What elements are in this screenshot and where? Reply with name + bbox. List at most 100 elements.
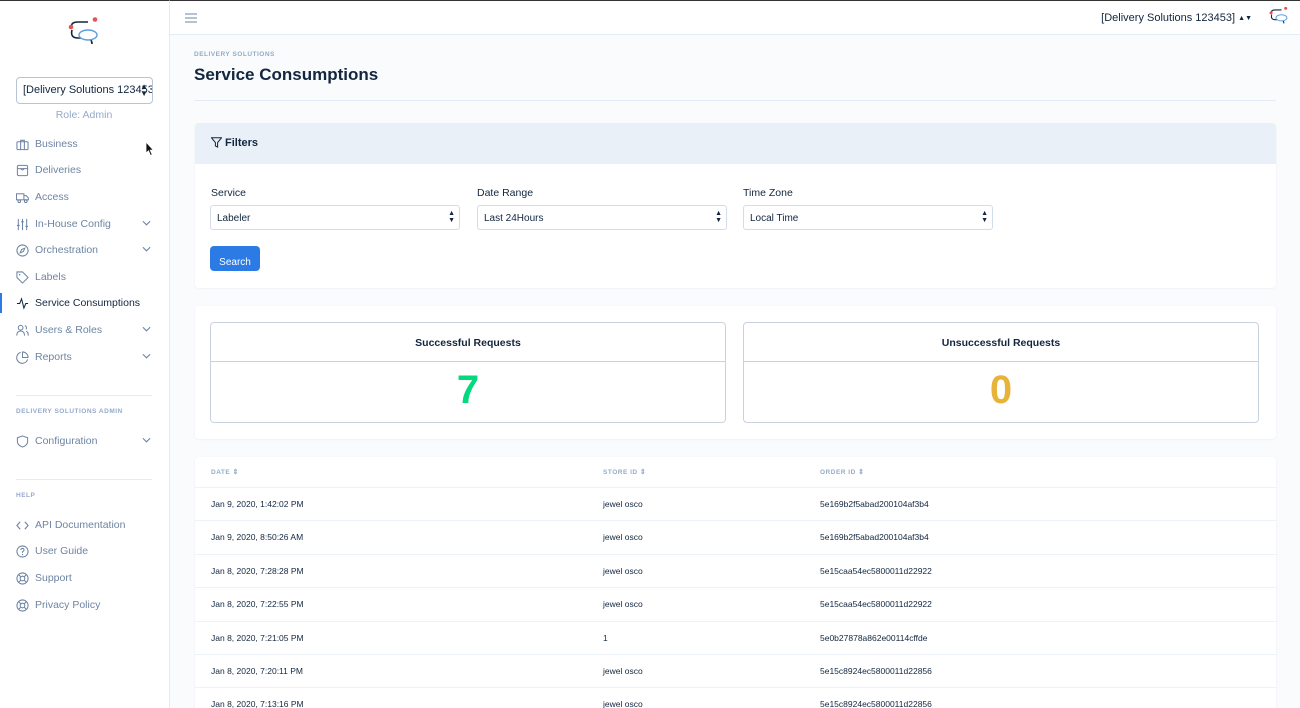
sidebar-item-label: Reports bbox=[35, 351, 72, 363]
select-arrows-icon: ▲▼ bbox=[981, 210, 988, 224]
sidebar-item-label: Business bbox=[35, 138, 78, 150]
panel-divider bbox=[744, 361, 1258, 362]
store-id-cell: jewel osco bbox=[603, 699, 643, 708]
chevron-down-icon bbox=[142, 220, 151, 226]
topbar: [Delivery Solutions 123453] ▲▼ bbox=[170, 0, 1300, 35]
order-id-cell: 5e15caa54ec5800011d22922 bbox=[820, 565, 932, 576]
date-range-label: Date Range bbox=[477, 187, 534, 199]
help-heading: HELP bbox=[16, 492, 36, 499]
filters-header: Filters bbox=[195, 123, 1276, 164]
sidebar-item-label: Labels bbox=[35, 271, 66, 283]
table-row[interactable]: Jan 8, 2020, 7:20:11 PM jewel osco 5e15c89… bbox=[195, 654, 1276, 687]
sidebar-item-users-roles[interactable]: Users & Roles bbox=[0, 319, 168, 341]
sort-icon: ⇕ bbox=[639, 469, 647, 476]
mouse-cursor-icon bbox=[145, 141, 155, 157]
sort-icon: ⇕ bbox=[232, 469, 239, 476]
sidebar-item-label: User Guide bbox=[35, 545, 89, 557]
org-select-value: [Delivery Solutions 123453] bbox=[23, 84, 153, 96]
sidebar-item-user-guide[interactable]: User Guide bbox=[0, 540, 168, 562]
select-arrows-icon: ▲▼ bbox=[448, 210, 455, 224]
tag-icon bbox=[16, 271, 29, 284]
logo-icon[interactable] bbox=[66, 16, 102, 48]
sidebar-item-deliveries[interactable]: Deliveries bbox=[0, 159, 168, 181]
successful-requests-panel: Successful Requests 7 bbox=[210, 322, 726, 423]
sidebar-item-business[interactable]: Business bbox=[0, 133, 168, 155]
select-arrows-icon: ▲▼ bbox=[1238, 15, 1252, 22]
chevron-down-icon bbox=[142, 326, 151, 332]
sidebar-item-label: Deliveries bbox=[35, 164, 82, 176]
order-id-cell: 5e169b2f5abad200104af3b4 bbox=[820, 499, 929, 509]
consumptions-table: DATE ⇕ STORE ID ⇕ ORDER ID ⇕ Jan 9, 2020… bbox=[195, 457, 1276, 708]
sidebar-item-reports[interactable]: Reports bbox=[0, 346, 168, 368]
sidebar-item-label: API Documentation bbox=[35, 519, 126, 531]
menu-icon[interactable] bbox=[185, 13, 197, 23]
table-row[interactable]: Jan 9, 2020, 1:42:02 PM jewel osco 5e169b2… bbox=[195, 487, 1276, 520]
unsuccessful-requests-title: Unsuccessful Requests bbox=[941, 337, 1061, 349]
date-cell: Jan 9, 2020, 1:42:02 PM bbox=[211, 499, 304, 509]
store-id-cell: jewel osco bbox=[603, 565, 643, 576]
table-row[interactable]: Jan 8, 2020, 7:28:28 PM jewel osco 5e15caa… bbox=[195, 553, 1276, 587]
panel-divider bbox=[211, 361, 725, 362]
chevron-down-icon bbox=[142, 246, 151, 252]
column-header-store-id[interactable]: STORE ID ⇕ bbox=[603, 469, 647, 476]
sidebar-item-label: In-House Config bbox=[35, 218, 111, 230]
date-range-select[interactable]: Last 24Hours ▲ ▼ bbox=[477, 205, 727, 230]
successful-requests-title: Successful Requests bbox=[415, 337, 521, 349]
order-id-cell: 5e15c8924ec5800011d22856 bbox=[820, 666, 932, 676]
sidebar-item-label: Access bbox=[35, 191, 69, 203]
service-select[interactable]: Labeler ▲ ▼ bbox=[210, 205, 460, 230]
date-cell: Jan 8, 2020, 7:28:28 PM bbox=[211, 565, 304, 576]
help-circle-icon bbox=[16, 545, 29, 558]
sidebar-item-support[interactable]: Support bbox=[0, 567, 168, 589]
column-header-order-id[interactable]: ORDER ID ⇕ bbox=[820, 469, 865, 476]
store-id-cell: jewel osco bbox=[603, 599, 643, 610]
sidebar-item-access[interactable]: Access bbox=[0, 186, 168, 208]
date-cell: Jan 9, 2020, 8:50:26 AM bbox=[211, 532, 304, 543]
package-icon bbox=[16, 164, 29, 177]
table-row[interactable]: Jan 8, 2020, 7:21:05 PM 1 5e0b27878a862e00… bbox=[195, 620, 1276, 654]
avatar-logo-icon[interactable] bbox=[1268, 6, 1290, 26]
unsuccessful-requests-value: 0 bbox=[989, 368, 1013, 412]
date-cell: Jan 8, 2020, 7:21:05 PM bbox=[211, 632, 304, 643]
truck-icon bbox=[16, 193, 29, 204]
sidebar-item-configuration[interactable]: Configuration bbox=[0, 430, 168, 452]
date-cell: Jan 8, 2020, 7:22:55 PM bbox=[211, 599, 304, 610]
sidebar-item-label: Configuration bbox=[35, 435, 98, 447]
org-switcher[interactable]: [Delivery Solutions 123453] ▲▼ bbox=[1101, 12, 1252, 24]
column-header-date[interactable]: DATE ⇕ bbox=[211, 469, 239, 476]
sidebar-item-orchestration[interactable]: Orchestration bbox=[0, 239, 168, 261]
sidebar-item-label: Users & Roles bbox=[35, 324, 103, 336]
table-row[interactable]: Jan 8, 2020, 7:13:16 PM jewel osco 5e15c89… bbox=[195, 687, 1276, 708]
date-cell: Jan 8, 2020, 7:13:16 PM bbox=[211, 699, 304, 708]
org-switcher-value: [Delivery Solutions 123453] bbox=[1101, 12, 1236, 24]
page-title: Service Consumptions bbox=[194, 65, 379, 84]
sidebar-item-service-consumptions[interactable]: Service Consumptions bbox=[0, 292, 168, 314]
sidebar-item-label: Support bbox=[35, 572, 72, 584]
admin-heading: DELIVERY SOLUTIONS ADMIN bbox=[16, 408, 123, 415]
store-id-cell: jewel osco bbox=[603, 666, 643, 676]
sidebar-item-api-documentation[interactable]: API Documentation bbox=[0, 514, 168, 536]
table-row[interactable]: Jan 9, 2020, 8:50:26 AM jewel osco 5e169b2… bbox=[195, 520, 1276, 553]
code-icon bbox=[16, 521, 29, 530]
search-button[interactable]: Search bbox=[210, 246, 260, 271]
order-id-cell: 5e0b27878a862e00114cffde bbox=[820, 632, 928, 643]
activity-icon bbox=[16, 297, 29, 310]
compass-icon bbox=[16, 244, 29, 257]
order-id-cell: 5e15c8924ec5800011d22856 bbox=[820, 699, 932, 708]
sort-icon: ⇕ bbox=[858, 469, 865, 476]
page-pretitle: DELIVERY SOLUTIONS bbox=[194, 51, 275, 58]
sidebar-item-label: Privacy Policy bbox=[35, 599, 101, 611]
time-zone-select[interactable]: Local Time ▲ ▼ bbox=[743, 205, 993, 230]
sidebar-item-in-house-config[interactable]: In-House Config bbox=[0, 213, 168, 235]
org-select[interactable]: [Delivery Solutions 123453] ▲ ▼ bbox=[16, 77, 153, 104]
life-buoy-icon bbox=[16, 599, 29, 612]
table-row[interactable]: Jan 8, 2020, 7:22:55 PM jewel osco 5e15caa… bbox=[195, 587, 1276, 620]
sidebar-item-labels[interactable]: Labels bbox=[0, 266, 168, 288]
store-id-cell: jewel osco bbox=[603, 532, 643, 543]
header-divider bbox=[194, 100, 1276, 101]
sidebar-item-privacy-policy[interactable]: Privacy Policy bbox=[0, 594, 168, 616]
chevron-down-icon bbox=[142, 437, 151, 443]
sidebar-divider bbox=[16, 479, 152, 480]
briefcase-icon bbox=[16, 139, 29, 151]
filter-icon bbox=[211, 137, 222, 148]
